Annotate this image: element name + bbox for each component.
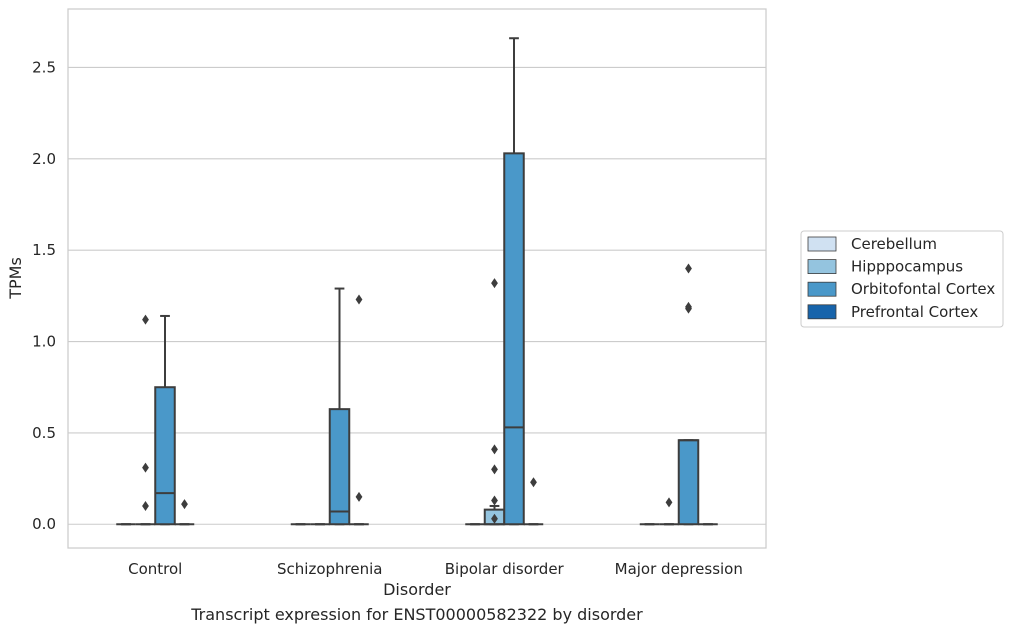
legend-swatch xyxy=(807,281,837,297)
box-hipppocampus xyxy=(135,314,156,526)
box-hipppocampus xyxy=(659,497,679,526)
y-tick-label: 1.0 xyxy=(32,333,56,351)
box-hipppocampus xyxy=(483,278,506,526)
y-tick-label: 0.5 xyxy=(32,424,56,442)
box-prefrontal-cortex xyxy=(174,499,195,526)
outlier-point xyxy=(355,491,363,502)
box-series-group xyxy=(116,37,718,526)
outlier-point xyxy=(491,495,498,506)
box-body xyxy=(328,408,351,526)
x-tick-label: Bipolar disorder xyxy=(445,560,565,578)
outlier-point xyxy=(491,278,498,289)
outlier-point xyxy=(181,499,188,510)
box-orbitofontal-cortex xyxy=(154,314,176,526)
legend-swatch xyxy=(807,236,837,252)
outlier-point xyxy=(142,314,149,325)
box-orbitofontal-cortex xyxy=(503,37,525,526)
y-tick-label: 0.0 xyxy=(32,515,56,533)
x-tick-label: Control xyxy=(128,560,182,578)
box-prefrontal-cortex xyxy=(349,294,369,526)
legend-frame xyxy=(800,230,1004,328)
outlier-point xyxy=(355,294,363,305)
box-body xyxy=(677,439,700,526)
box-orbitofontal-cortex xyxy=(328,287,351,526)
legend-swatch xyxy=(807,304,837,320)
x-tick-label: Major depression xyxy=(615,560,743,578)
outlier-point xyxy=(685,301,692,312)
x-tick-labels: Control Schizophrenia Bipolar disorder Majo… xyxy=(128,560,743,578)
box-body xyxy=(154,386,176,526)
outlier-point xyxy=(142,500,149,511)
y-tick-label: 1.5 xyxy=(32,241,56,259)
x-axis-label: Disorder xyxy=(383,580,451,599)
outlier-point xyxy=(530,477,537,488)
legend-label: Prefrontal Cortex xyxy=(851,303,978,321)
y-tick-labels: 0.0 0.5 1.0 1.5 2.0 2.5 xyxy=(32,58,56,533)
outlier-point xyxy=(665,497,673,508)
y-axis-label: TPMs xyxy=(6,257,25,300)
x-tick-label: Schizophrenia xyxy=(277,560,382,578)
box-body xyxy=(503,152,525,526)
outlier-point xyxy=(491,513,498,524)
plot-frame xyxy=(67,8,767,549)
box-prefrontal-cortex xyxy=(523,477,544,526)
legend-swatch xyxy=(807,259,837,275)
legend-label: Cerebellum xyxy=(851,235,937,253)
legend-label: Hipppocampus xyxy=(851,258,963,276)
legend: Cerebellum Hipppocampus Orbitofontal Corte… xyxy=(800,230,1004,328)
y-tick-label: 2.5 xyxy=(32,58,56,76)
outlier-point xyxy=(685,263,692,274)
outlier-point xyxy=(491,444,498,455)
box-orbitofontal-cortex xyxy=(677,263,700,526)
legend-label: Orbitofontal Cortex xyxy=(851,280,995,298)
outlier-point xyxy=(491,464,498,475)
y-tick-label: 2.0 xyxy=(32,150,56,168)
figure-caption: Transcript expression for ENST0000058232… xyxy=(191,605,643,624)
outlier-point xyxy=(142,462,149,473)
